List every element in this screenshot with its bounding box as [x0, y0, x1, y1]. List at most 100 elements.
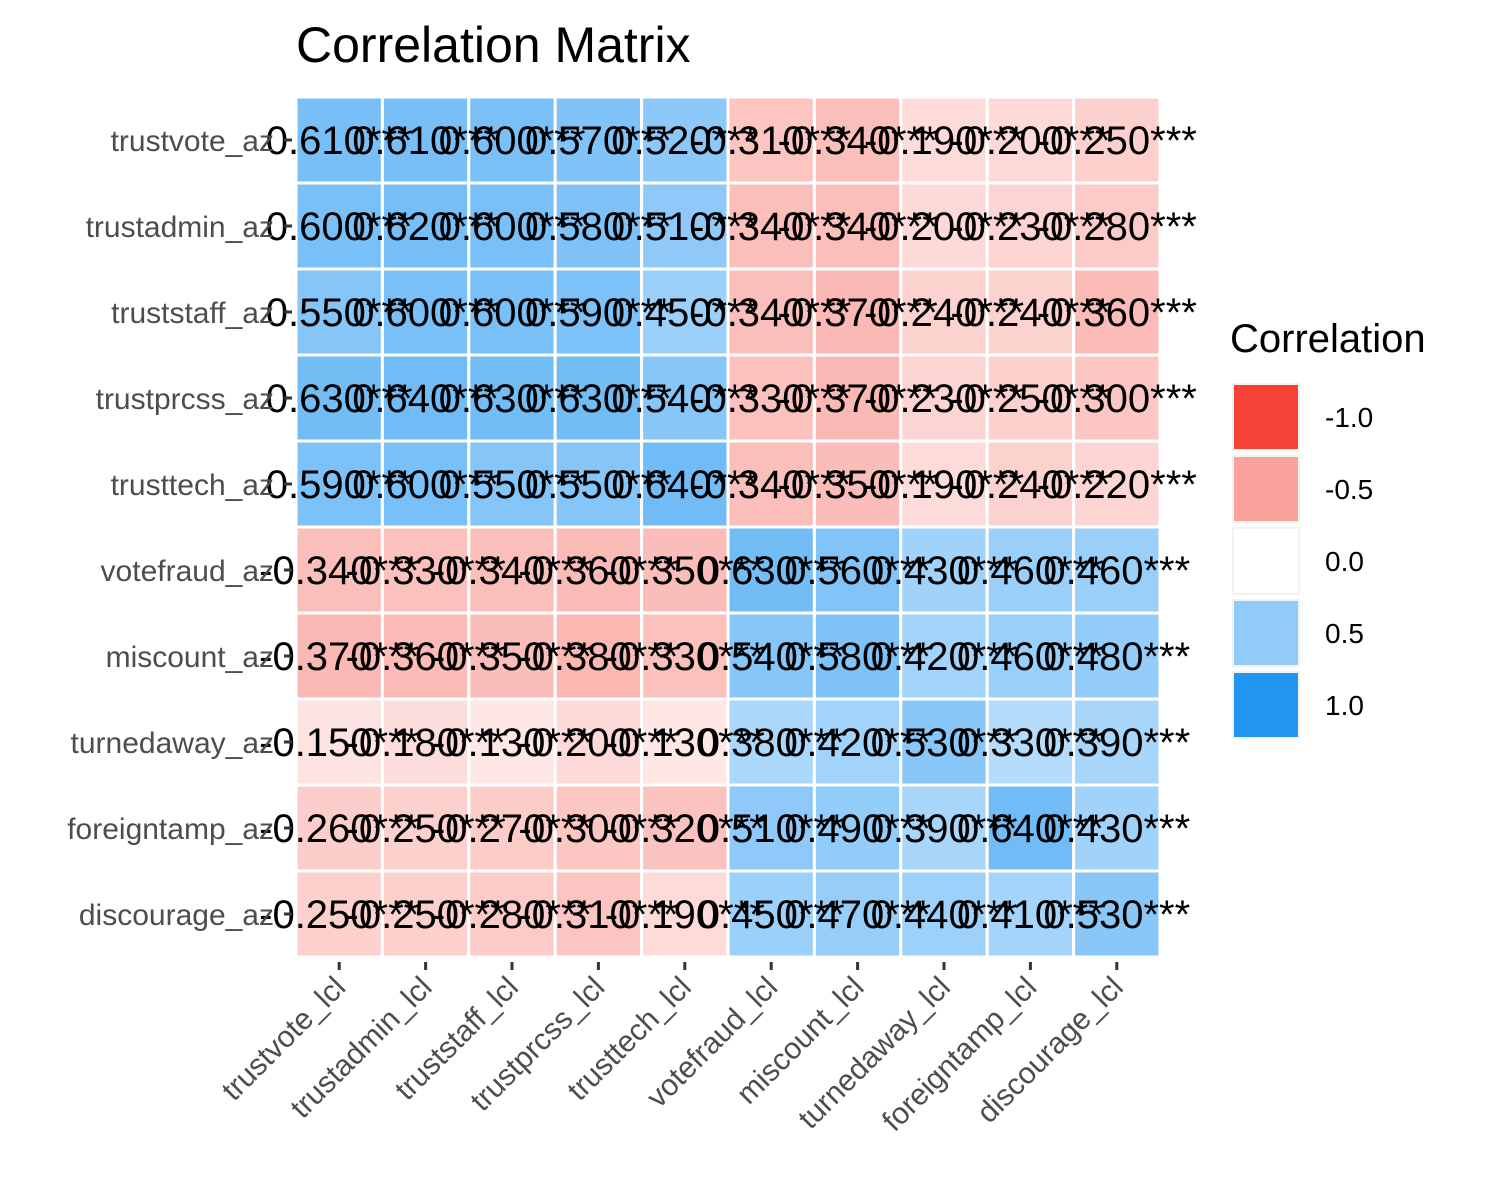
legend-swatch [1232, 527, 1300, 595]
cell-value-label: -0.180*** [346, 721, 506, 765]
legend: Correlation -1.0 -0.5 0.0 0.5 1.0 [1230, 317, 1426, 739]
heatmap-cell [726, 869, 816, 959]
heatmap-cell [553, 869, 644, 959]
legend-swatch [1232, 383, 1300, 451]
cell-value-label: 0.620*** [352, 205, 499, 249]
cell-value-label: 0.610*** [352, 119, 499, 163]
cell-value-label: -0.340*** [691, 463, 851, 507]
cell-value-label: 0.600*** [439, 205, 586, 249]
cell-value-label: -0.250*** [346, 893, 506, 937]
y-tick-label: votefraud_az [101, 555, 274, 588]
cell-value-label: 0.530*** [1043, 893, 1190, 937]
y-tick-label: foreigntamp_az [67, 813, 274, 846]
heatmap-cell [812, 783, 903, 873]
cell-value-label: 0.510*** [698, 807, 845, 851]
heatmap-cell [380, 697, 471, 787]
heatmap-cell [985, 697, 1076, 787]
cell-value-label: -0.280*** [432, 893, 592, 937]
cell-value-label: 0.410*** [957, 893, 1104, 937]
cell-value-label: 0.540*** [611, 377, 758, 421]
cell-value-label: -0.250*** [346, 807, 506, 851]
cell-value-label: -0.240*** [950, 463, 1110, 507]
legend-label: 1.0 [1325, 690, 1364, 721]
heatmap-cell [1072, 869, 1162, 959]
cell-value-label: 0.600*** [352, 463, 499, 507]
heatmap-cell [1072, 611, 1162, 701]
heatmap-cell [467, 525, 557, 615]
x-tick-label: foreigntamp_lcl [876, 971, 1043, 1138]
cell-value-label: 0.450*** [611, 291, 758, 335]
cell-value-label: 0.550*** [439, 463, 586, 507]
cell-value-label: -0.360*** [346, 635, 506, 679]
cell-value-label: -0.340*** [432, 549, 592, 593]
heatmap-cell [985, 869, 1076, 959]
heatmap-cells: 0.610***0.610***0.600***0.570***0.520***… [259, 95, 1197, 959]
heatmap-cell [899, 869, 989, 959]
cell-value-label: 0.430*** [871, 549, 1018, 593]
cell-value-label: 0.640*** [352, 377, 499, 421]
legend-swatch [1232, 599, 1300, 667]
heatmap-cell [812, 353, 903, 443]
cell-value-label: 0.470*** [784, 893, 931, 937]
cell-value-label: 0.600*** [439, 119, 586, 163]
cell-value-label: 0.390*** [871, 807, 1018, 851]
cell-value-label: 0.430*** [1043, 807, 1190, 851]
heatmap-cell [726, 439, 816, 529]
heatmap-cell [640, 869, 730, 959]
legend-label: 0.5 [1325, 618, 1364, 649]
heatmap-cell [294, 869, 384, 959]
cell-value-label: -0.300*** [518, 807, 678, 851]
heatmap-cell [380, 783, 471, 873]
cell-value-label: -0.330*** [605, 635, 765, 679]
cell-value-label: -0.340*** [691, 291, 851, 335]
heatmap-cell [467, 697, 557, 787]
cell-value-label: -0.330*** [691, 377, 851, 421]
heatmap-cell [726, 611, 816, 701]
cell-value-label: -0.190*** [864, 119, 1024, 163]
heatmap-cell [380, 267, 471, 357]
heatmap-cell [640, 783, 730, 873]
heatmap-cell [294, 611, 384, 701]
heatmap-cell [380, 181, 471, 271]
cell-value-label: -0.310*** [518, 893, 678, 937]
cell-value-label: -0.340*** [778, 205, 938, 249]
legend-swatch [1232, 455, 1300, 523]
y-tick-label: trusttech_az [111, 469, 274, 502]
legend-label: -0.5 [1325, 474, 1373, 505]
cell-value-label: -0.350*** [605, 549, 765, 593]
heatmap-cell [294, 783, 384, 873]
heatmap-cell [726, 525, 816, 615]
cell-value-label: -0.320*** [605, 807, 765, 851]
heatmap-cell [467, 267, 557, 357]
y-tick-label: truststaff_az [111, 297, 274, 330]
cell-value-label: -0.370*** [778, 291, 938, 335]
cell-value-label: -0.240*** [864, 291, 1024, 335]
heatmap-cell [812, 869, 903, 959]
cell-value-label: -0.190*** [605, 893, 765, 937]
cell-value-label: 0.570*** [525, 119, 672, 163]
cell-value-label: -0.330*** [346, 549, 506, 593]
cell-value-label: -0.360*** [518, 549, 678, 593]
heatmap-cell [812, 611, 903, 701]
heatmap-cell [899, 611, 989, 701]
cell-value-label: 0.530*** [871, 721, 1018, 765]
cell-value-label: -0.230*** [950, 205, 1110, 249]
cell-value-label: 0.540*** [698, 635, 845, 679]
legend-title: Correlation [1230, 317, 1426, 361]
heatmap-cell [726, 353, 816, 443]
cell-value-label: 0.520*** [611, 119, 758, 163]
heatmap-cell [294, 267, 384, 357]
heatmap-cell [294, 353, 384, 443]
cell-value-label: -0.350*** [432, 635, 592, 679]
cell-value-label: 0.380*** [698, 721, 845, 765]
cell-value-label: 0.460*** [957, 635, 1104, 679]
heatmap-cell [985, 439, 1076, 529]
heatmap-cell [726, 697, 816, 787]
cell-value-label: -0.200*** [950, 119, 1110, 163]
heatmap-cell [726, 95, 816, 185]
cell-value-label: -0.300*** [1037, 377, 1197, 421]
cell-value-label: 0.560*** [784, 549, 931, 593]
cell-value-label: 0.450*** [698, 893, 845, 937]
heatmap-cell [899, 783, 989, 873]
cell-value-label: 0.420*** [871, 635, 1018, 679]
